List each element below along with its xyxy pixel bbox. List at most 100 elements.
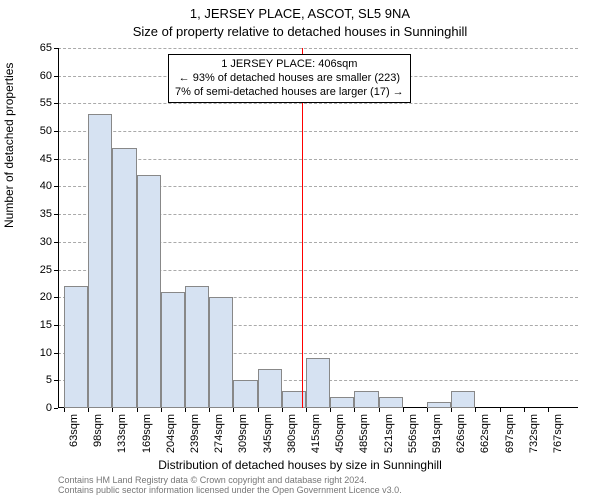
histogram-bar — [88, 114, 112, 408]
x-tick — [185, 408, 186, 412]
histogram-bar — [451, 391, 475, 408]
y-tick-label: 60 — [12, 70, 52, 82]
x-tick-label: 521sqm — [383, 414, 395, 464]
x-tick-label: 345sqm — [262, 414, 274, 464]
x-tick-label: 63sqm — [68, 414, 80, 464]
gridline — [58, 103, 578, 104]
x-tick-label: 204sqm — [165, 414, 177, 464]
x-tick-label: 450sqm — [334, 414, 346, 464]
x-tick — [354, 408, 355, 412]
y-tick-label: 35 — [12, 208, 52, 220]
histogram-bar — [161, 292, 185, 408]
y-tick-label: 40 — [12, 180, 52, 192]
x-tick-label: 98sqm — [92, 414, 104, 464]
y-tick-label: 15 — [12, 319, 52, 331]
x-tick-label: 662sqm — [479, 414, 491, 464]
y-tick — [54, 131, 58, 132]
y-tick-label: 10 — [12, 347, 52, 359]
histogram-bar — [209, 297, 233, 408]
histogram-bar — [427, 402, 451, 408]
y-axis-label: Number of detached properties — [2, 63, 16, 228]
x-tick — [475, 408, 476, 412]
x-tick — [451, 408, 452, 412]
x-tick-label: 591sqm — [431, 414, 443, 464]
x-tick — [209, 408, 210, 412]
y-tick — [54, 297, 58, 298]
x-tick-label: 274sqm — [213, 414, 225, 464]
x-tick — [306, 408, 307, 412]
histogram-bar — [330, 397, 354, 408]
y-tick — [54, 380, 58, 381]
histogram-bar — [112, 148, 136, 408]
y-tick — [54, 353, 58, 354]
x-tick-label: 732sqm — [528, 414, 540, 464]
histogram-bar — [185, 286, 209, 408]
y-tick — [54, 214, 58, 215]
chart-container: 1, JERSEY PLACE, ASCOT, SL5 9NA Size of … — [0, 0, 600, 500]
y-tick — [54, 242, 58, 243]
y-tick — [54, 186, 58, 187]
y-tick-label: 65 — [12, 42, 52, 54]
x-tick — [233, 408, 234, 412]
x-tick-label: 133sqm — [116, 414, 128, 464]
y-tick-label: 5 — [12, 374, 52, 386]
gridline — [58, 48, 578, 49]
x-tick — [112, 408, 113, 412]
histogram-bar — [64, 286, 88, 408]
x-tick-label: 485sqm — [358, 414, 370, 464]
title-subtitle: Size of property relative to detached ho… — [0, 24, 600, 39]
x-tick-label: 767sqm — [552, 414, 564, 464]
y-tick — [54, 270, 58, 271]
histogram-bar — [137, 175, 161, 408]
footer-line2: Contains public sector information licen… — [58, 486, 578, 496]
y-tick — [54, 48, 58, 49]
histogram-bar — [258, 369, 282, 408]
x-tick — [427, 408, 428, 412]
footer-credits: Contains HM Land Registry data © Crown c… — [58, 476, 578, 496]
y-tick-label: 50 — [12, 125, 52, 137]
y-tick-label: 45 — [12, 153, 52, 165]
histogram-bar — [379, 397, 403, 408]
gridline — [58, 131, 578, 132]
x-tick — [88, 408, 89, 412]
histogram-bar — [354, 391, 378, 408]
x-tick — [64, 408, 65, 412]
x-tick — [161, 408, 162, 412]
x-tick-label: 415sqm — [310, 414, 322, 464]
x-tick-label: 626sqm — [455, 414, 467, 464]
y-tick-label: 0 — [12, 402, 52, 414]
x-tick-label: 380sqm — [286, 414, 298, 464]
x-tick — [500, 408, 501, 412]
x-tick — [137, 408, 138, 412]
x-tick — [282, 408, 283, 412]
x-tick-label: 556sqm — [407, 414, 419, 464]
x-tick-label: 309sqm — [237, 414, 249, 464]
x-tick-label: 169sqm — [141, 414, 153, 464]
y-tick-label: 25 — [12, 264, 52, 276]
x-tick-label: 697sqm — [504, 414, 516, 464]
y-tick — [54, 159, 58, 160]
x-tick — [379, 408, 380, 412]
x-tick — [548, 408, 549, 412]
x-tick — [403, 408, 404, 412]
annotation-line2: ← 93% of detached houses are smaller (22… — [175, 72, 404, 86]
plot-area: 1 JERSEY PLACE: 406sqm← 93% of detached … — [58, 48, 578, 408]
annotation-line3: 7% of semi-detached houses are larger (1… — [175, 86, 404, 100]
y-tick-label: 30 — [12, 236, 52, 248]
x-tick-label: 239sqm — [189, 414, 201, 464]
y-tick — [54, 103, 58, 104]
x-tick — [524, 408, 525, 412]
y-tick-label: 55 — [12, 97, 52, 109]
annotation-box: 1 JERSEY PLACE: 406sqm← 93% of detached … — [168, 54, 411, 103]
histogram-bar — [306, 358, 330, 408]
y-tick-label: 20 — [12, 291, 52, 303]
title-address: 1, JERSEY PLACE, ASCOT, SL5 9NA — [0, 6, 600, 21]
x-tick — [330, 408, 331, 412]
histogram-bar — [233, 380, 257, 408]
annotation-line1: 1 JERSEY PLACE: 406sqm — [175, 58, 404, 72]
y-tick — [54, 325, 58, 326]
y-tick — [54, 408, 58, 409]
y-axis-line — [58, 48, 59, 408]
y-tick — [54, 76, 58, 77]
x-tick — [258, 408, 259, 412]
